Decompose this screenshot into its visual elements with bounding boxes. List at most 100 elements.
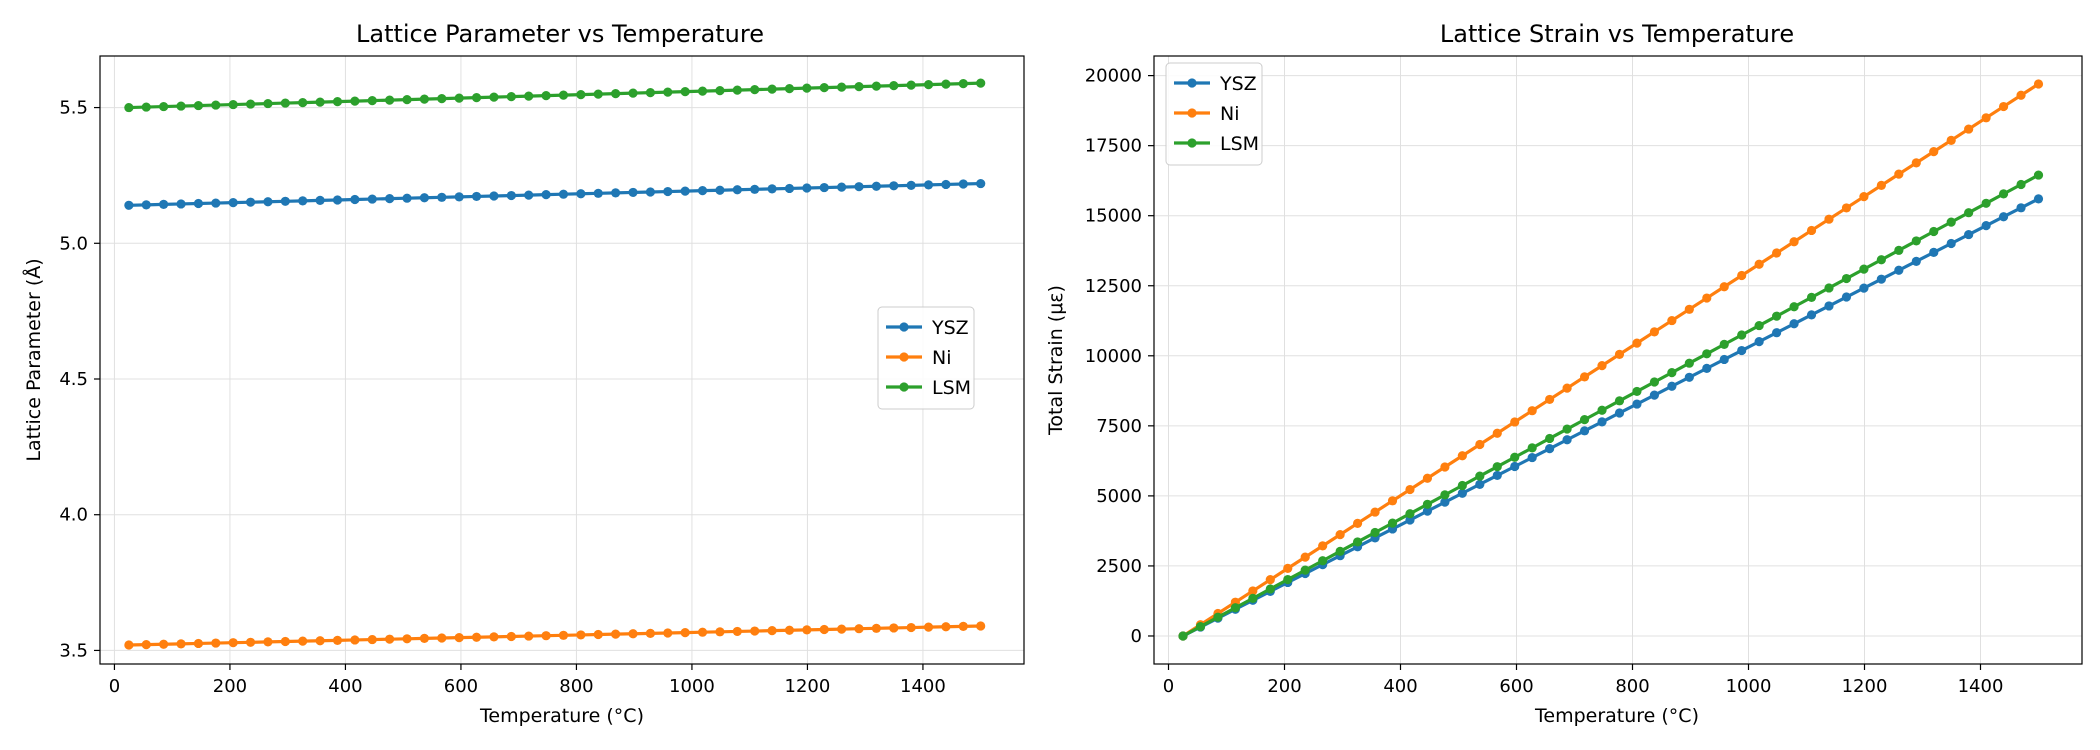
data-point (124, 200, 134, 210)
series-ni (1178, 79, 2044, 641)
data-point (1789, 237, 1799, 247)
data-point (1859, 283, 1869, 293)
data-point (1702, 293, 1712, 303)
data-point (784, 625, 795, 635)
x-tick-label: 1000 (669, 676, 715, 697)
data-point (645, 187, 655, 197)
data-point (1632, 399, 1642, 409)
grid (100, 56, 1024, 664)
data-point (1440, 490, 1450, 500)
data-point (1352, 518, 1363, 528)
data-point (193, 198, 204, 209)
data-point (367, 194, 377, 204)
data-point (1597, 417, 1607, 427)
data-point (941, 79, 951, 89)
data-point (1824, 301, 1834, 311)
data-point (1894, 245, 1904, 255)
data-point (1265, 584, 1275, 594)
series-lsm (124, 78, 986, 113)
data-point (1422, 499, 1433, 509)
legend-label: YSZ (1219, 73, 1257, 95)
data-point (454, 633, 464, 643)
data-point (854, 182, 864, 192)
y-tick-label: 5.5 (59, 98, 88, 119)
data-point (1335, 546, 1345, 556)
x-tick-label: 600 (1499, 676, 1533, 697)
data-point (1527, 443, 1537, 453)
x-ticks: 0 200 400 600 800 1000 1200 1400 (109, 664, 946, 697)
data-point (1352, 537, 1363, 547)
data-point (1667, 315, 1677, 326)
legend-swatch-marker (1187, 138, 1197, 148)
data-point (1946, 135, 1956, 145)
data-point (697, 627, 708, 637)
data-point (141, 640, 151, 650)
grid (1154, 56, 2082, 664)
y-tick-label: 3.5 (59, 640, 88, 661)
data-point (715, 185, 725, 195)
data-point (211, 100, 221, 110)
data-point (819, 83, 829, 93)
data-point (1405, 484, 1415, 495)
plot-frame (99, 55, 1025, 665)
data-point (385, 194, 395, 204)
data-point (1300, 565, 1310, 575)
data-point (923, 622, 934, 632)
data-point (958, 79, 968, 89)
x-tick-label: 1400 (1958, 676, 2004, 697)
x-tick-label: 1200 (1842, 676, 1888, 697)
data-point (1911, 236, 1921, 246)
data-point (1335, 530, 1345, 540)
data-point (1283, 574, 1293, 585)
data-point (1649, 390, 1659, 400)
data-point (1859, 192, 1869, 202)
data-point (1405, 515, 1415, 525)
data-point (228, 99, 238, 110)
data-point (1824, 283, 1834, 293)
data-point (802, 183, 812, 193)
data-point (611, 188, 621, 198)
data-point (680, 186, 690, 196)
y-tick-label: 12500 (1085, 276, 1142, 297)
data-point (1981, 113, 1991, 123)
data-point (280, 98, 290, 108)
x-tick-label: 1400 (900, 676, 946, 697)
data-point (1492, 462, 1502, 472)
data-point (976, 621, 986, 631)
data-point (854, 624, 864, 634)
x-tick-label: 200 (213, 676, 247, 697)
legend-entry-lsm: LSM (886, 377, 971, 399)
data-point (245, 197, 256, 207)
data-point (854, 82, 864, 92)
series-line (128, 624, 981, 647)
data-point (732, 626, 742, 637)
data-point (402, 94, 412, 105)
data-point (1806, 292, 1817, 302)
data-point (159, 639, 169, 649)
data-point (489, 191, 499, 201)
data-point (419, 193, 429, 203)
data-point (1475, 471, 1485, 481)
data-point (1510, 452, 1520, 462)
data-point (767, 626, 777, 636)
legend-label: LSM (932, 377, 971, 399)
data-point (454, 192, 464, 202)
data-point (1929, 226, 1939, 237)
x-tick-label: 800 (559, 676, 593, 697)
data-point (715, 627, 725, 637)
data-point (2016, 179, 2026, 190)
data-point (1370, 527, 1380, 538)
data-point (1440, 462, 1450, 472)
data-point (2033, 79, 2044, 89)
data-point (541, 631, 551, 641)
data-point (524, 91, 534, 101)
data-point (819, 182, 829, 193)
y-tick-label: 0 (1131, 626, 1142, 647)
data-point (1667, 381, 1677, 391)
data-point (1457, 451, 1467, 461)
data-point (1527, 406, 1537, 416)
data-point (871, 623, 881, 633)
x-tick-label: 1000 (1726, 676, 1772, 697)
data-point (159, 101, 169, 112)
